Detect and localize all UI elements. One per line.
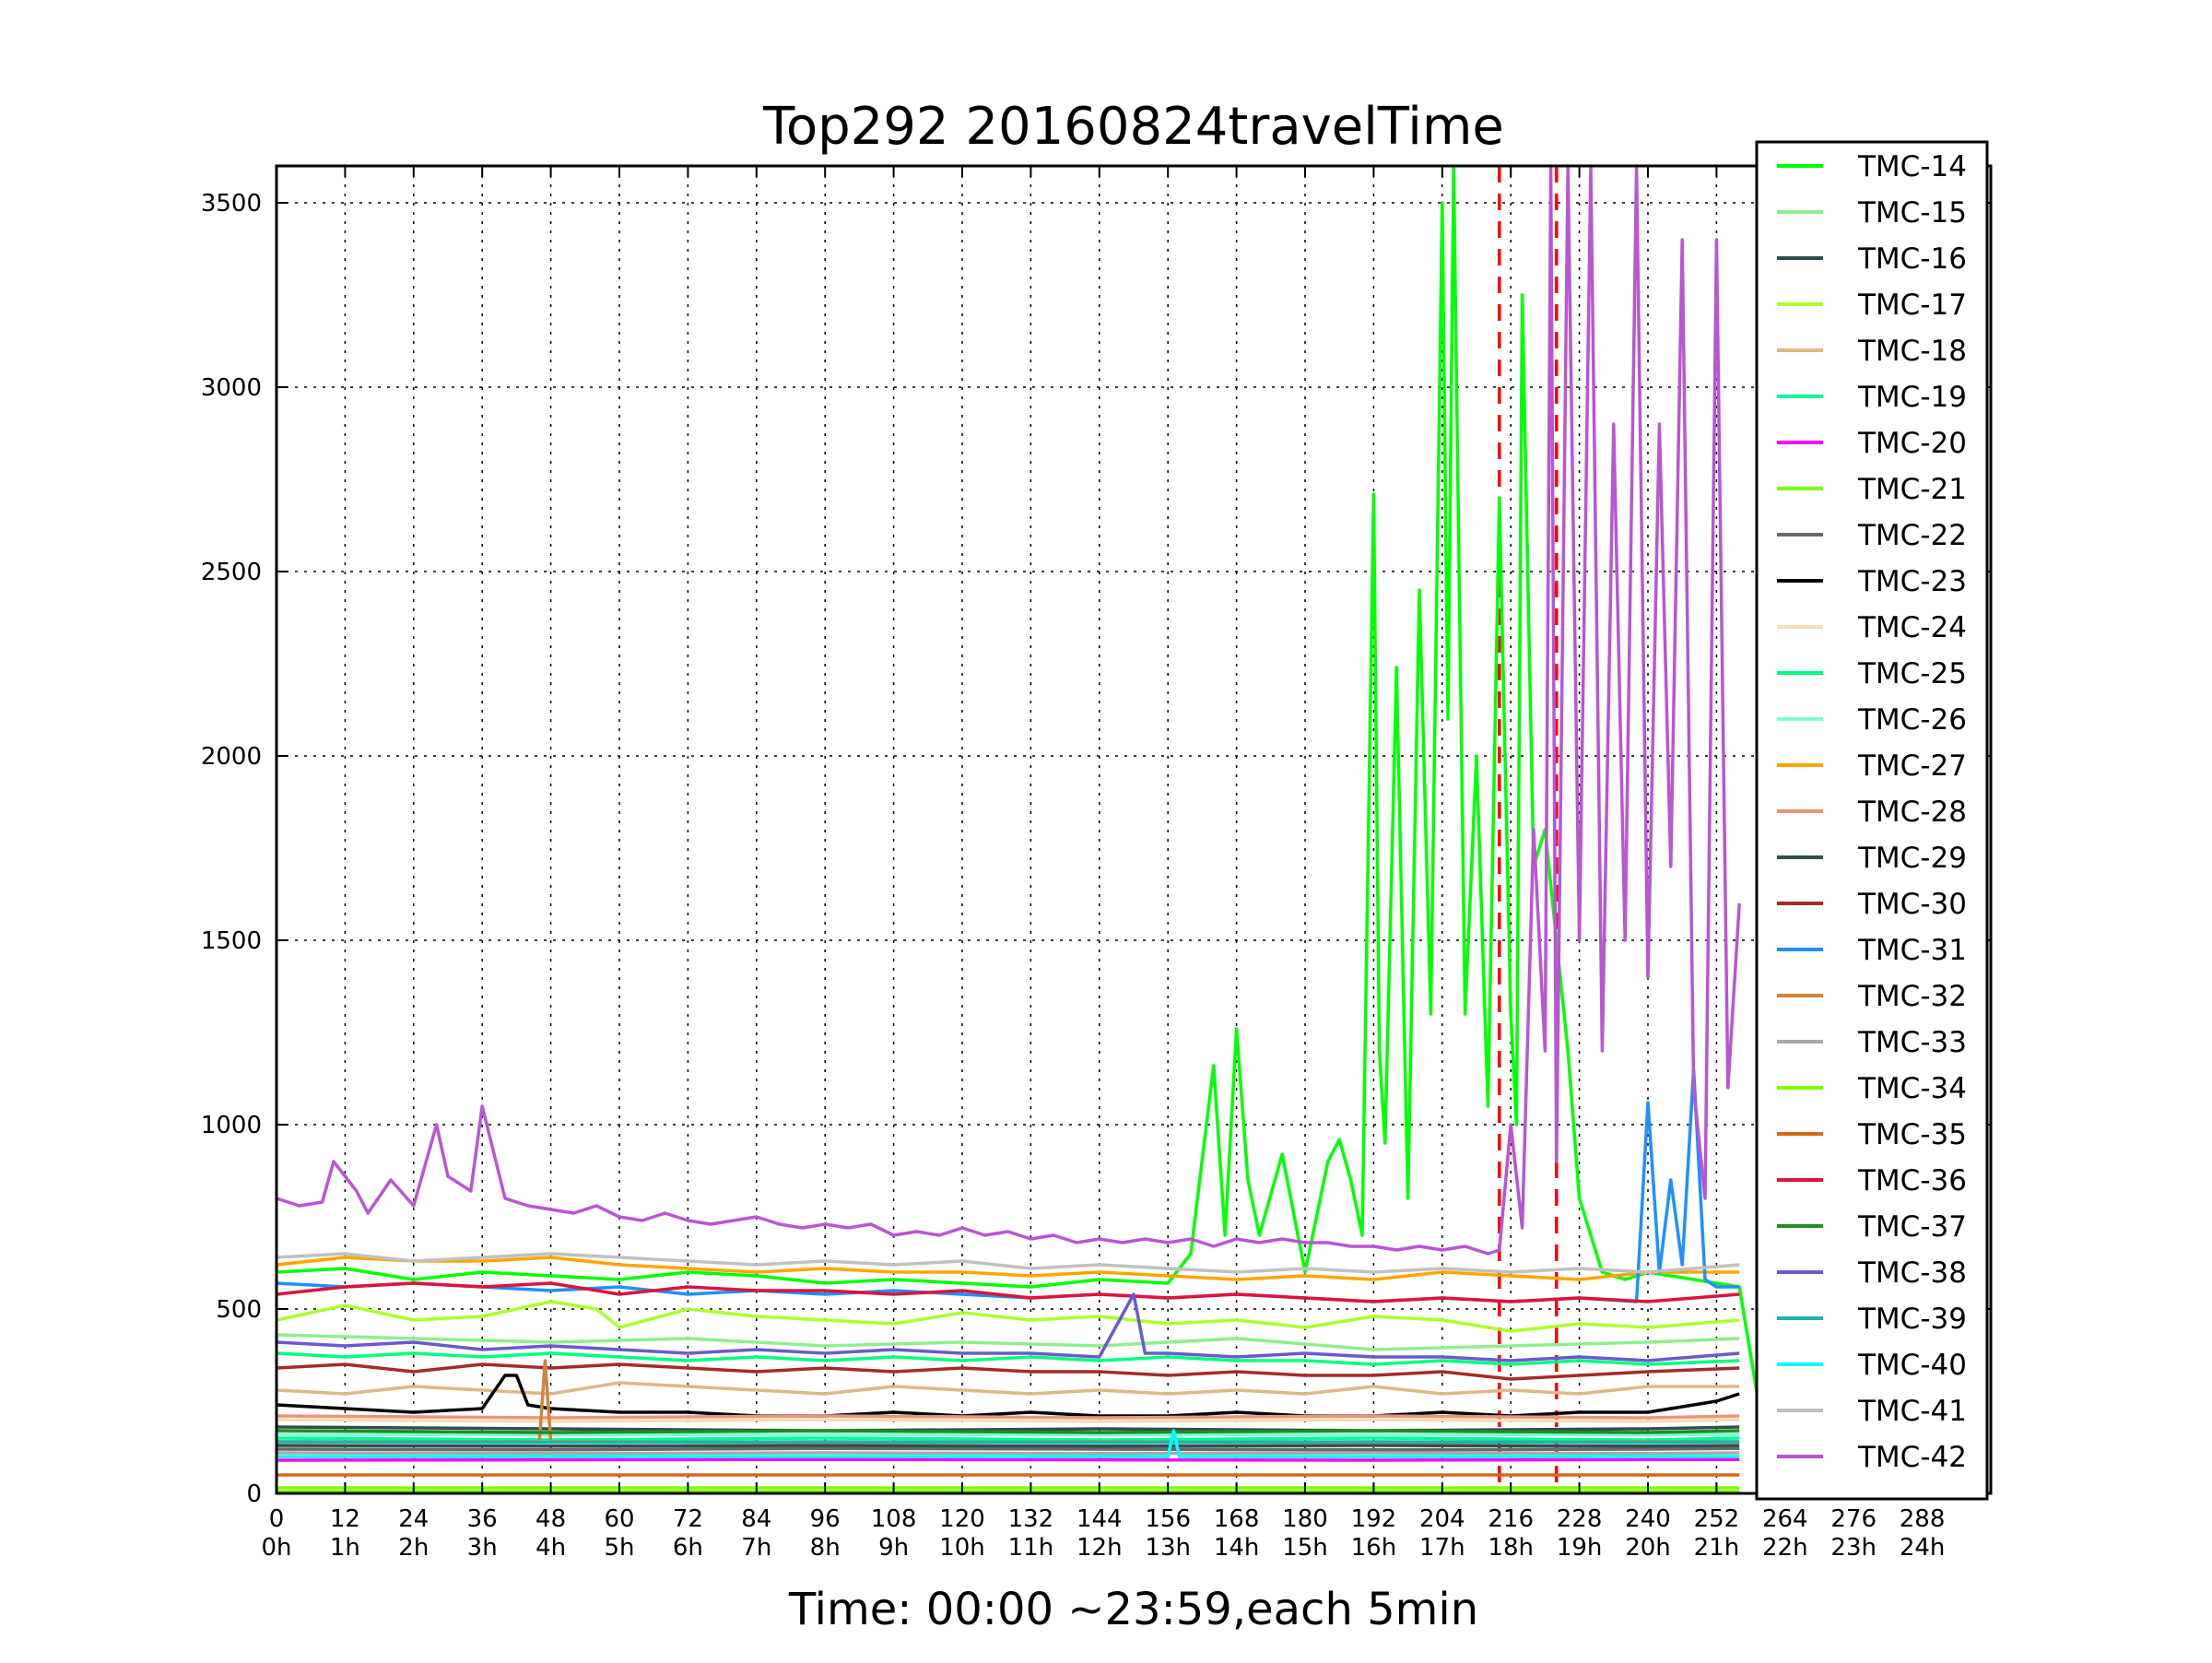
y-tick-label: 2000: [201, 743, 262, 771]
x-tick-label: 252 21h: [1694, 1505, 1740, 1562]
legend-label: TMC-21: [1857, 473, 1967, 506]
plot-frame: [275, 164, 1993, 1495]
series-line-tmc-36: [276, 1281, 1740, 1303]
y-tick-label: 1000: [201, 1112, 262, 1139]
legend-label: TMC-17: [1857, 289, 1967, 322]
x-tick-label: 24 2h: [398, 1505, 429, 1562]
legend-label: TMC-35: [1857, 1118, 1967, 1151]
legend-label: TMC-26: [1857, 703, 1967, 737]
x-tick-label: 288 24h: [1900, 1505, 1946, 1562]
series-line-tmc-41: [276, 1252, 1740, 1274]
x-tick-label: 276 23h: [1830, 1505, 1877, 1562]
legend-label: TMC-22: [1857, 519, 1967, 552]
series-lines: [276, 164, 1934, 1495]
series-line-tmc-38: [276, 1292, 1740, 1362]
series-line-tmc-15: [276, 1333, 1740, 1351]
legend-label: TMC-42: [1857, 1441, 1967, 1474]
series-line-tmc-20: [276, 1457, 1740, 1462]
legend-label: TMC-32: [1857, 980, 1967, 1013]
legend-label: TMC-15: [1857, 196, 1967, 230]
legend-label: TMC-29: [1857, 842, 1967, 875]
legend: TMC-14 TMC-15 TMC-16 TMC-17 TMC-18 TMC-19 TMC-…: [1755, 140, 1989, 1501]
y-tick-label: 1500: [201, 927, 262, 955]
chart-title: Top292 20160824travelTime: [762, 97, 1504, 157]
series-line-tmc-33: [276, 1451, 1740, 1456]
legend-label: TMC-30: [1857, 888, 1967, 921]
legend-label: TMC-28: [1857, 796, 1967, 829]
x-tick-label: 108 9h: [871, 1505, 917, 1562]
legend-label: TMC-37: [1857, 1210, 1967, 1244]
series-line-tmc-40: [276, 1429, 1740, 1458]
x-tick-label: 156 13h: [1145, 1505, 1191, 1562]
x-tick-label: 12 1h: [330, 1505, 360, 1562]
series-line-tmc-29: [276, 1444, 1740, 1448]
x-tick-label: 48 4h: [535, 1505, 566, 1562]
y-tick-label: 3000: [201, 374, 262, 402]
x-tick-label: 216 18h: [1488, 1505, 1534, 1562]
series-line-tmc-37: [276, 1429, 1740, 1434]
x-tick-label: 60 5h: [604, 1505, 634, 1562]
x-tick-label: 264 22h: [1762, 1505, 1808, 1562]
legend-label: TMC-40: [1857, 1349, 1967, 1382]
legend-label: TMC-18: [1857, 335, 1967, 368]
legend-label: TMC-19: [1857, 381, 1967, 414]
series-line-tmc-22: [276, 1446, 1740, 1452]
x-axis-label: Time: 00:00 ~23:59,each 5min: [788, 1584, 1478, 1635]
x-tick-label: 96 8h: [810, 1505, 841, 1562]
y-tick-label: 500: [216, 1296, 262, 1324]
legend-label: TMC-16: [1857, 242, 1967, 276]
legend-label: TMC-38: [1857, 1256, 1967, 1290]
legend-label: TMC-39: [1857, 1303, 1967, 1336]
x-tick-label: 0 0h: [261, 1505, 291, 1562]
x-tick-label: 228 19h: [1557, 1505, 1603, 1562]
x-tick-label: 240 20h: [1625, 1505, 1671, 1562]
series-line-tmc-18: [276, 1381, 1740, 1396]
x-tick-label: 204 17h: [1419, 1505, 1465, 1562]
series-line-tmc-39: [276, 1440, 1740, 1445]
series-line-tmc-14: [276, 164, 1934, 1495]
series-line-tmc-19: [276, 1436, 1740, 1442]
legend-label: TMC-20: [1857, 427, 1967, 460]
legend-label: TMC-24: [1857, 611, 1967, 644]
y-tick-label: 2500: [201, 559, 262, 586]
legend-label: TMC-27: [1857, 749, 1967, 783]
series-line-tmc-26: [276, 1433, 1740, 1437]
x-tick-label: 132 11h: [1008, 1505, 1054, 1562]
x-tick-label: 144 12h: [1077, 1505, 1123, 1562]
legend-label: TMC-23: [1857, 565, 1967, 598]
y-tick-label: 0: [246, 1480, 262, 1508]
legend-label: TMC-14: [1857, 150, 1967, 183]
series-line-tmc-17: [276, 1300, 1740, 1333]
series-line-tmc-30: [276, 1362, 1740, 1381]
legend-label: TMC-36: [1857, 1164, 1967, 1197]
series-line-tmc-24: [276, 1418, 1740, 1423]
x-tick-label: 36 3h: [467, 1505, 498, 1562]
legend-label: TMC-31: [1857, 934, 1967, 967]
legend-label: TMC-34: [1857, 1072, 1967, 1105]
x-tick-label: 72 6h: [673, 1505, 703, 1562]
legend-label: TMC-25: [1857, 657, 1967, 690]
axis-ticks: 0 0h 12 1h 24 2h 36 3h 48 4h 60 5h 72 6h 84 7h 96 8h 108 9h…: [201, 166, 1991, 1562]
x-tick-label: 180 15h: [1282, 1505, 1328, 1562]
legend-label: TMC-33: [1857, 1026, 1967, 1059]
x-tick-label: 168 14h: [1214, 1505, 1260, 1562]
series-line-tmc-27: [276, 1256, 1740, 1281]
series-line-tmc-28: [276, 1414, 1740, 1420]
x-tick-label: 192 16h: [1351, 1505, 1397, 1562]
x-tick-label: 120 10h: [939, 1505, 985, 1562]
series-line-tmc-25: [276, 1351, 1740, 1366]
x-tick-label: 84 7h: [741, 1505, 771, 1562]
legend-label: TMC-41: [1857, 1395, 1967, 1428]
y-tick-label: 3500: [201, 190, 262, 218]
